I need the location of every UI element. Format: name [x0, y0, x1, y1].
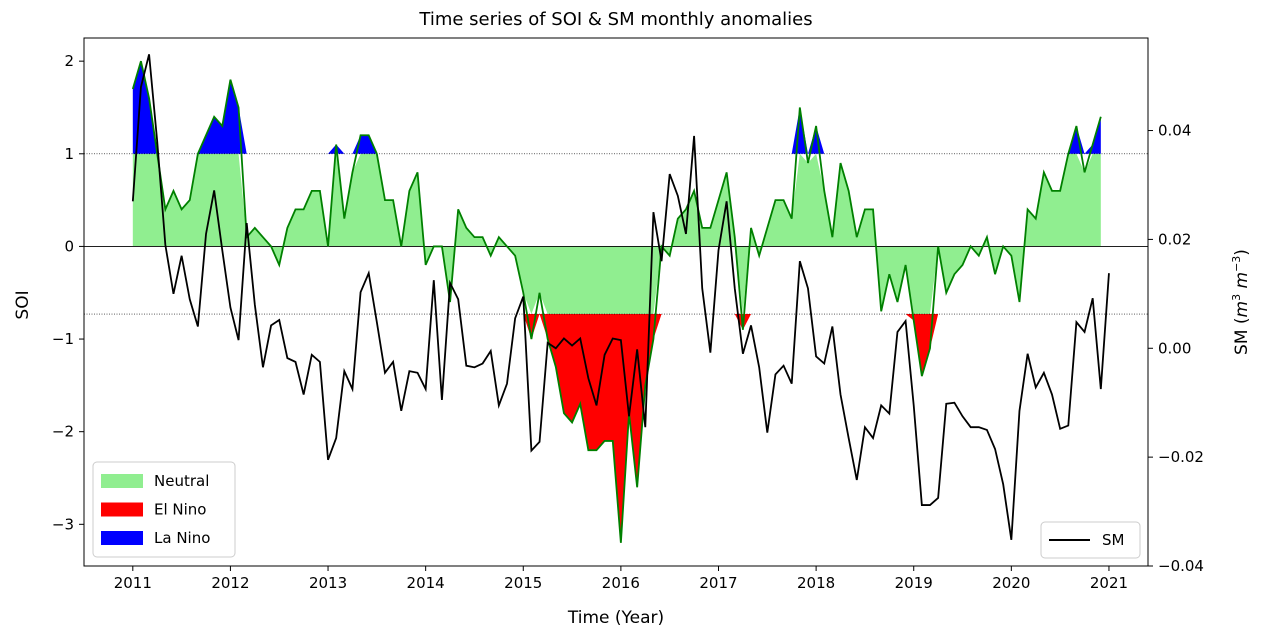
y-tick-label-left: −3	[52, 515, 74, 533]
legend-entry-label: Neutral	[154, 472, 209, 490]
y-tick-label-left: 0	[64, 237, 74, 255]
x-tick-label: 2019	[895, 574, 933, 592]
x-tick-label: 2013	[309, 574, 347, 592]
x-tick-label: 2016	[602, 574, 640, 592]
x-axis-label: Time (Year)	[567, 608, 664, 628]
axes: 2011 2012 2013 2014 2015 2016 2017 2018 2019 2020…	[52, 37, 1204, 592]
right-label-prefix: SM (	[1232, 317, 1252, 355]
y-axis-label-right: SM (m3 m−3)	[1230, 249, 1252, 355]
right-label-unit-2: m	[1232, 272, 1252, 294]
y-axis-label-left: SOI	[13, 290, 33, 319]
x-tick-label: 2011	[114, 574, 152, 592]
x-tick-label: 2017	[699, 574, 737, 592]
y-tick-label-right: −0.04	[1158, 557, 1204, 575]
neutral-area	[132, 153, 1101, 315]
y-tick-label-right: −0.02	[1158, 448, 1204, 466]
right-label-exp-2: −3	[1230, 256, 1243, 272]
x-tick-label: 2021	[1090, 574, 1128, 592]
right-label-suffix: )	[1232, 249, 1252, 256]
plot-frame	[83, 37, 1149, 567]
y-tick-label-left: 1	[64, 145, 74, 163]
legend-sm: SM	[1040, 521, 1141, 559]
plot-area	[84, 54, 1148, 543]
legend-swatch-neutral	[101, 474, 143, 488]
legend-swatch-el-nino	[101, 502, 143, 517]
chart-title: Time series of SOI & SM monthly anomalie…	[418, 9, 812, 30]
la-nina-area	[132, 61, 1101, 154]
plot-content	[84, 54, 1148, 543]
y-tick-label-left: −1	[52, 330, 74, 348]
x-tick-label: 2020	[992, 574, 1030, 592]
x-tick-label: 2015	[504, 574, 542, 592]
y-tick-label-right: 0.02	[1158, 230, 1191, 248]
el-nino-area	[132, 314, 1101, 543]
soi-series-line	[131, 60, 1102, 543]
x-tick-label: 2018	[797, 574, 835, 592]
y-tick-label-left: 2	[64, 52, 74, 70]
y-tick-label-left: −2	[52, 423, 74, 441]
legend-entry-label: SM	[1102, 531, 1124, 549]
y-tick-label-right: 0.00	[1158, 339, 1191, 357]
sm-series-line	[131, 54, 1110, 541]
right-label-exp-1: 3	[1230, 294, 1243, 301]
legend-enso: Neutral El Nino La Nino	[92, 461, 236, 558]
legend-sm-box	[1040, 521, 1141, 559]
right-label-unit-1: m	[1232, 301, 1252, 318]
x-tick-label: 2014	[407, 574, 445, 592]
legend-entry-label: La Nino	[154, 529, 210, 547]
x-tick-label: 2012	[211, 574, 249, 592]
legend-entry-label: El Nino	[154, 501, 207, 519]
legend-swatch-la-nina	[101, 531, 143, 545]
y-tick-label-right: 0.04	[1158, 122, 1191, 140]
